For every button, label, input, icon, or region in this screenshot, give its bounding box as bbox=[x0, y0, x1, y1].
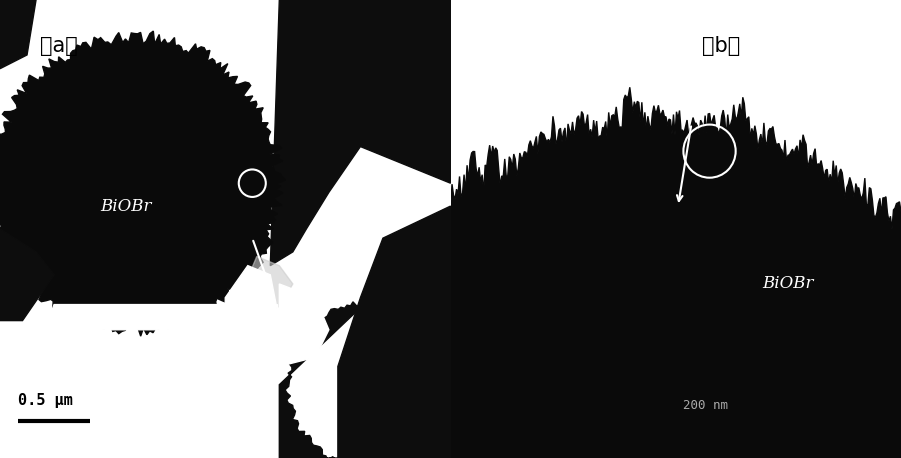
Text: （b）: （b） bbox=[702, 36, 740, 56]
Text: AgI: AgI bbox=[269, 303, 298, 320]
Text: BiOBr: BiOBr bbox=[100, 197, 152, 215]
Bar bbox=[0, 334, 450, 458]
Ellipse shape bbox=[842, 127, 851, 134]
Text: 0.5 μm: 0.5 μm bbox=[18, 393, 73, 408]
Polygon shape bbox=[225, 266, 279, 334]
Polygon shape bbox=[45, 305, 234, 330]
Polygon shape bbox=[270, 0, 450, 266]
Polygon shape bbox=[0, 31, 286, 336]
Ellipse shape bbox=[846, 121, 857, 126]
Polygon shape bbox=[450, 87, 901, 458]
Text: BiOBr: BiOBr bbox=[762, 275, 815, 293]
Bar bbox=[450, 229, 901, 458]
Text: （a）: （a） bbox=[40, 36, 77, 56]
Polygon shape bbox=[0, 229, 54, 321]
Polygon shape bbox=[243, 256, 293, 311]
Polygon shape bbox=[0, 0, 36, 69]
Text: 200 nm: 200 nm bbox=[683, 399, 727, 412]
Polygon shape bbox=[279, 299, 369, 458]
Polygon shape bbox=[338, 206, 450, 458]
Polygon shape bbox=[279, 284, 329, 366]
Ellipse shape bbox=[797, 130, 811, 134]
